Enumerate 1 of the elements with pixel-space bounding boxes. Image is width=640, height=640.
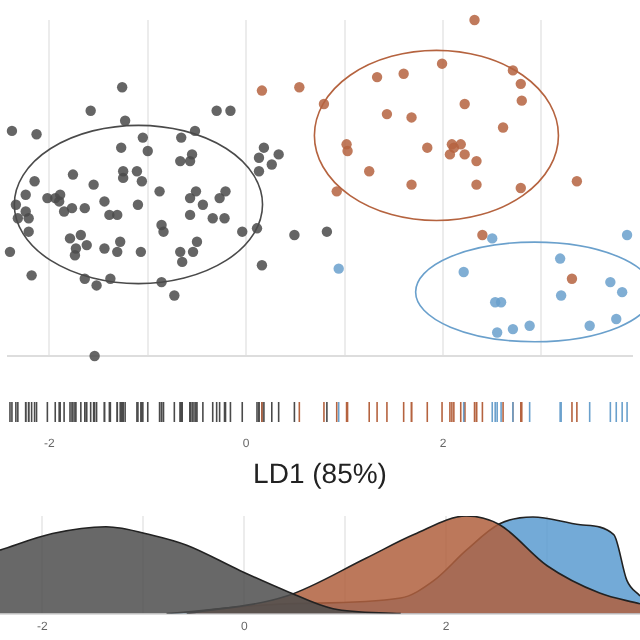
x-axis-title: LD1 (85%) — [253, 456, 387, 489]
